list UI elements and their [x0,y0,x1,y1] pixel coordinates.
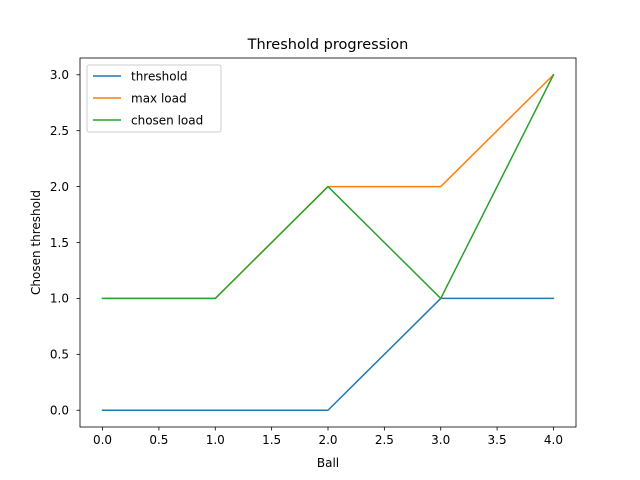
legend-label-0: threshold [131,69,188,83]
y-tick-label: 1.5 [50,236,69,250]
series-line-2 [101,73,555,300]
x-tick-label: 2.0 [318,433,337,447]
axes-layer: 0.0 0.5 1.0 1.5 2.0 2.5 3.0 3.5 4.0 0.0 0.5 1.0 1.5 2… [50,57,577,447]
x-tick-label: 2.5 [375,433,394,447]
x-tick-label: 4.0 [544,433,563,447]
x-tick-label: 3.5 [488,433,507,447]
series-layer [101,73,555,411]
y-tick-label: 3.0 [50,68,69,82]
x-tick-label: 3.0 [431,433,450,447]
x-tick-label: 0.0 [93,433,112,447]
legend-label-1: max load [131,91,187,105]
y-axis-label: Chosen threshold [29,190,43,295]
y-tick-label: 0.0 [50,404,69,418]
chart-title: Threshold progression [247,37,409,53]
x-tick-label: 1.5 [262,433,281,447]
legend-frame [86,64,222,133]
y-tick-label: 2.0 [50,180,69,194]
x-tick-label: 1.0 [206,433,225,447]
legend-label-2: chosen load [131,113,203,127]
legend: threshold max load chosen load [86,64,222,133]
x-axis-label: Ball [317,456,339,470]
series-line-0 [101,297,555,411]
y-tick-label: 0.5 [50,348,69,362]
y-tick-label: 1.0 [50,292,69,306]
x-tick-label: 0.5 [149,433,168,447]
y-tick-label: 2.5 [50,124,69,138]
